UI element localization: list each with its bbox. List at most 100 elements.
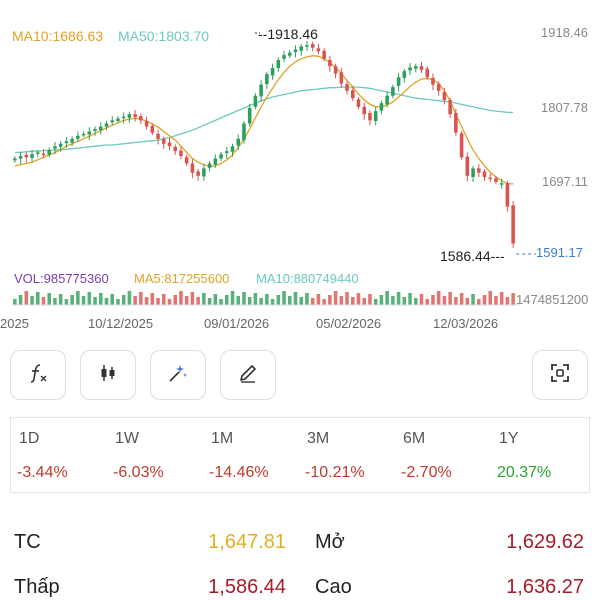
ma50-legend: MA50:1803.70 (118, 28, 210, 44)
candle-body (196, 171, 200, 176)
volume-bar (81, 296, 86, 305)
candle-body (436, 84, 441, 91)
fullscreen-icon (548, 361, 572, 390)
volume-bar (167, 299, 172, 305)
volume-bar (465, 298, 470, 305)
candle-body (276, 60, 281, 69)
candle-body (419, 66, 424, 70)
volume-bar (454, 297, 458, 305)
candle-body (339, 72, 344, 84)
volume-bar (305, 293, 309, 305)
perf-value: -10.21% (305, 464, 365, 481)
function-button[interactable] (10, 350, 66, 400)
candle-body (144, 120, 149, 127)
volume-bar (98, 293, 103, 305)
magic-indicator-icon (166, 361, 190, 390)
volume-bar (156, 298, 160, 305)
high-value-stat: 1,636.27 (506, 576, 584, 598)
candle-body (408, 67, 412, 71)
vol-ma10-legend: MA10:880749440 (256, 271, 359, 286)
volume-bar (322, 299, 326, 305)
tc-label: TC (14, 531, 41, 553)
tc-value: 1,647.81 (208, 531, 286, 553)
candlestick-button[interactable] (80, 350, 136, 400)
x-tick-0: 2025 (0, 316, 29, 331)
volume-bar (207, 298, 212, 305)
volume-bar (471, 294, 475, 305)
vol-axis-label: 1474851200 (516, 292, 589, 307)
volume-bar (408, 293, 412, 305)
volume-bar (144, 297, 149, 305)
volume-bar (24, 291, 29, 305)
candle-body (476, 168, 481, 173)
volume-bar (345, 292, 349, 305)
candle-body (58, 143, 63, 147)
x-tick-3: 05/02/2026 (316, 316, 382, 331)
candle-body (150, 125, 155, 133)
volume-bar (505, 297, 510, 305)
volume-bar (173, 295, 178, 305)
volume-bar (18, 295, 23, 305)
volume-bar (482, 295, 487, 305)
y-tick-top: 1918.46 (541, 25, 588, 40)
function-icon (26, 361, 50, 390)
volume-bar (316, 294, 321, 305)
perf-value: 20.37% (497, 464, 552, 481)
volume-bar (70, 295, 74, 305)
x-tick-4: 12/03/2026 (433, 316, 499, 331)
candle-body (270, 68, 275, 76)
volume-bar (41, 297, 46, 305)
volume-bar (35, 292, 40, 305)
candle-body (236, 138, 241, 146)
candle-body (253, 95, 258, 107)
low-value-stat: 1,586.44 (208, 576, 286, 598)
volume-bar (293, 292, 298, 305)
fullscreen-button[interactable] (532, 350, 588, 400)
candle-body (356, 99, 361, 107)
volume-bar (184, 296, 189, 305)
y-tick-low: 1697.11 (541, 174, 588, 189)
candle-body (511, 205, 515, 244)
candle-body (350, 90, 355, 99)
volume-bar (150, 293, 155, 305)
candle-body (448, 100, 452, 115)
volume-bar (511, 293, 515, 305)
volume-bar (448, 292, 452, 305)
candle-body (230, 146, 235, 152)
candle-body (465, 156, 470, 176)
volume-bar (121, 295, 126, 305)
candle-body (282, 55, 286, 59)
volume-bar (76, 291, 80, 305)
candle-body (184, 157, 189, 164)
high-annotation: --1918.46 (258, 26, 318, 42)
volume-bar (259, 298, 263, 305)
volume-bar (270, 299, 275, 305)
volume-bar (161, 294, 166, 305)
candle-body (207, 163, 212, 168)
perf-value: -2.70% (401, 464, 452, 481)
candlestick-chart (12, 32, 536, 306)
perf-label: 1M (211, 430, 234, 447)
candle-body (127, 114, 132, 118)
candle-body (299, 46, 304, 51)
volume-bar (213, 294, 218, 305)
volume-bar (379, 295, 384, 305)
low-annotation: 1586.44--- (440, 248, 505, 264)
candle-body (494, 178, 498, 182)
draw-button[interactable] (220, 350, 276, 400)
volume-bar (362, 298, 367, 305)
candle-body (362, 106, 367, 115)
candle-body (247, 108, 252, 124)
volume-bar (64, 299, 69, 305)
price-chart[interactable]: MA10:1686.63 MA50:1803.70 1918.46 1807.7… (0, 0, 600, 340)
candle-body (18, 156, 23, 159)
candle-body (167, 142, 172, 147)
candle-body (499, 183, 504, 185)
candle-body (121, 116, 126, 119)
candle-body (81, 133, 86, 136)
candle-body (333, 66, 338, 74)
volume-bar (282, 291, 286, 305)
indicator-button[interactable] (150, 350, 206, 400)
candle-body (242, 123, 246, 141)
candle-body (471, 168, 475, 178)
